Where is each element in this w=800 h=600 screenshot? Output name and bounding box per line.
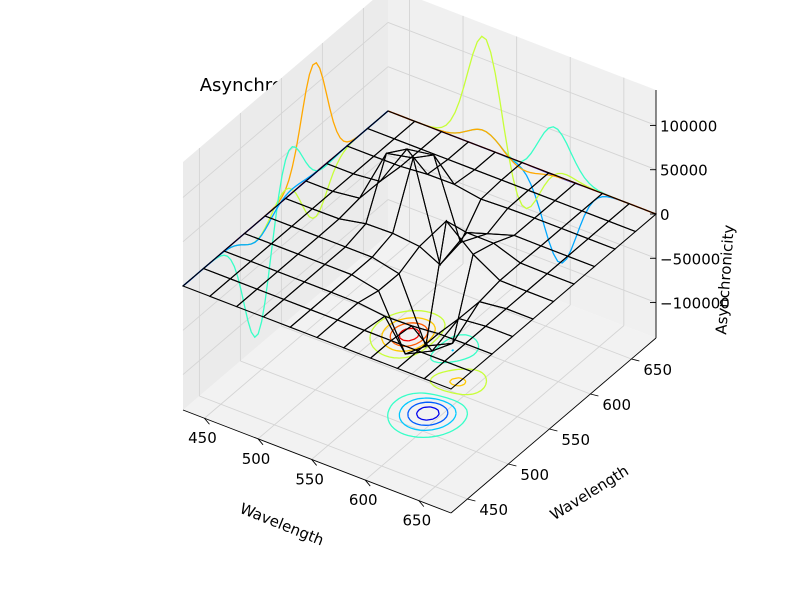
axes: 450 500 550 600 650 450 500 550 600 650 −100000 −50… — [182, 90, 730, 530]
x-axis-label: Wavelength — [237, 499, 326, 549]
y-tick-mark — [467, 498, 476, 502]
left-grid-z — [182, 22, 389, 198]
x-tick-label: 650 — [403, 512, 432, 530]
y-tick-mark — [590, 393, 599, 397]
back-grid-z — [387, 22, 657, 126]
y-tick-label: 450 — [479, 501, 508, 519]
back-grid-z — [387, 154, 657, 259]
x-tick-mark — [418, 500, 425, 507]
z-tick-label: 100000 — [660, 117, 717, 135]
x-tick-mark — [257, 438, 264, 446]
floor-grid-x — [311, 284, 517, 460]
x-tick-mark — [364, 479, 371, 487]
floor-contour — [416, 406, 440, 421]
y-tick-mark — [631, 358, 640, 362]
x-tick-label: 600 — [349, 491, 378, 509]
y-axis-label: Wavelength — [547, 462, 632, 524]
z-tick-label: 0 — [660, 206, 670, 224]
floor-grid-y — [281, 325, 550, 430]
x-tick-label: 550 — [295, 470, 324, 488]
left-grid-z — [182, 66, 389, 243]
left-pane — [183, 0, 388, 410]
z-tick-label: −100000 — [660, 295, 730, 313]
floor-grid-y — [199, 395, 468, 500]
surface-mesh — [181, 110, 658, 390]
floor-grid-y — [322, 290, 591, 395]
floor-grid-x — [418, 325, 625, 501]
y-tick-label: 550 — [561, 431, 590, 449]
left-grid-z — [182, 199, 389, 375]
y-axis-line — [450, 337, 657, 514]
back-grid-z — [387, 199, 657, 303]
x-axis-line — [182, 409, 452, 514]
x-tick-mark — [204, 417, 210, 425]
floor-grid-x — [204, 242, 410, 419]
floor-grid-x — [364, 304, 571, 481]
y-tick-label: 500 — [520, 466, 549, 484]
floor-contours — [369, 309, 488, 439]
floor-pane — [183, 235, 656, 513]
y-tick-mark — [549, 428, 558, 432]
x-tick-mark — [311, 459, 317, 466]
y-tick-label: 600 — [602, 396, 631, 414]
z-tick-label: 50000 — [660, 162, 708, 180]
floor-contour — [407, 401, 449, 426]
x-tick-label: 450 — [188, 429, 217, 447]
floor-grid-y — [363, 255, 632, 360]
z-axis-label: Asynchronicity — [712, 224, 738, 335]
y-tick-label: 650 — [643, 361, 672, 379]
x-tick-label: 500 — [242, 450, 271, 468]
floor-grid-x — [257, 263, 464, 440]
left-grid-z — [182, 154, 389, 331]
z-tick-label: −50000 — [660, 250, 720, 268]
floor-contour — [387, 334, 480, 439]
floor-contour — [398, 349, 457, 432]
back-grid-z — [387, 66, 657, 171]
floor-grid-y — [240, 360, 509, 465]
y-tick-mark — [508, 463, 517, 467]
surface-patch — [423, 360, 473, 390]
